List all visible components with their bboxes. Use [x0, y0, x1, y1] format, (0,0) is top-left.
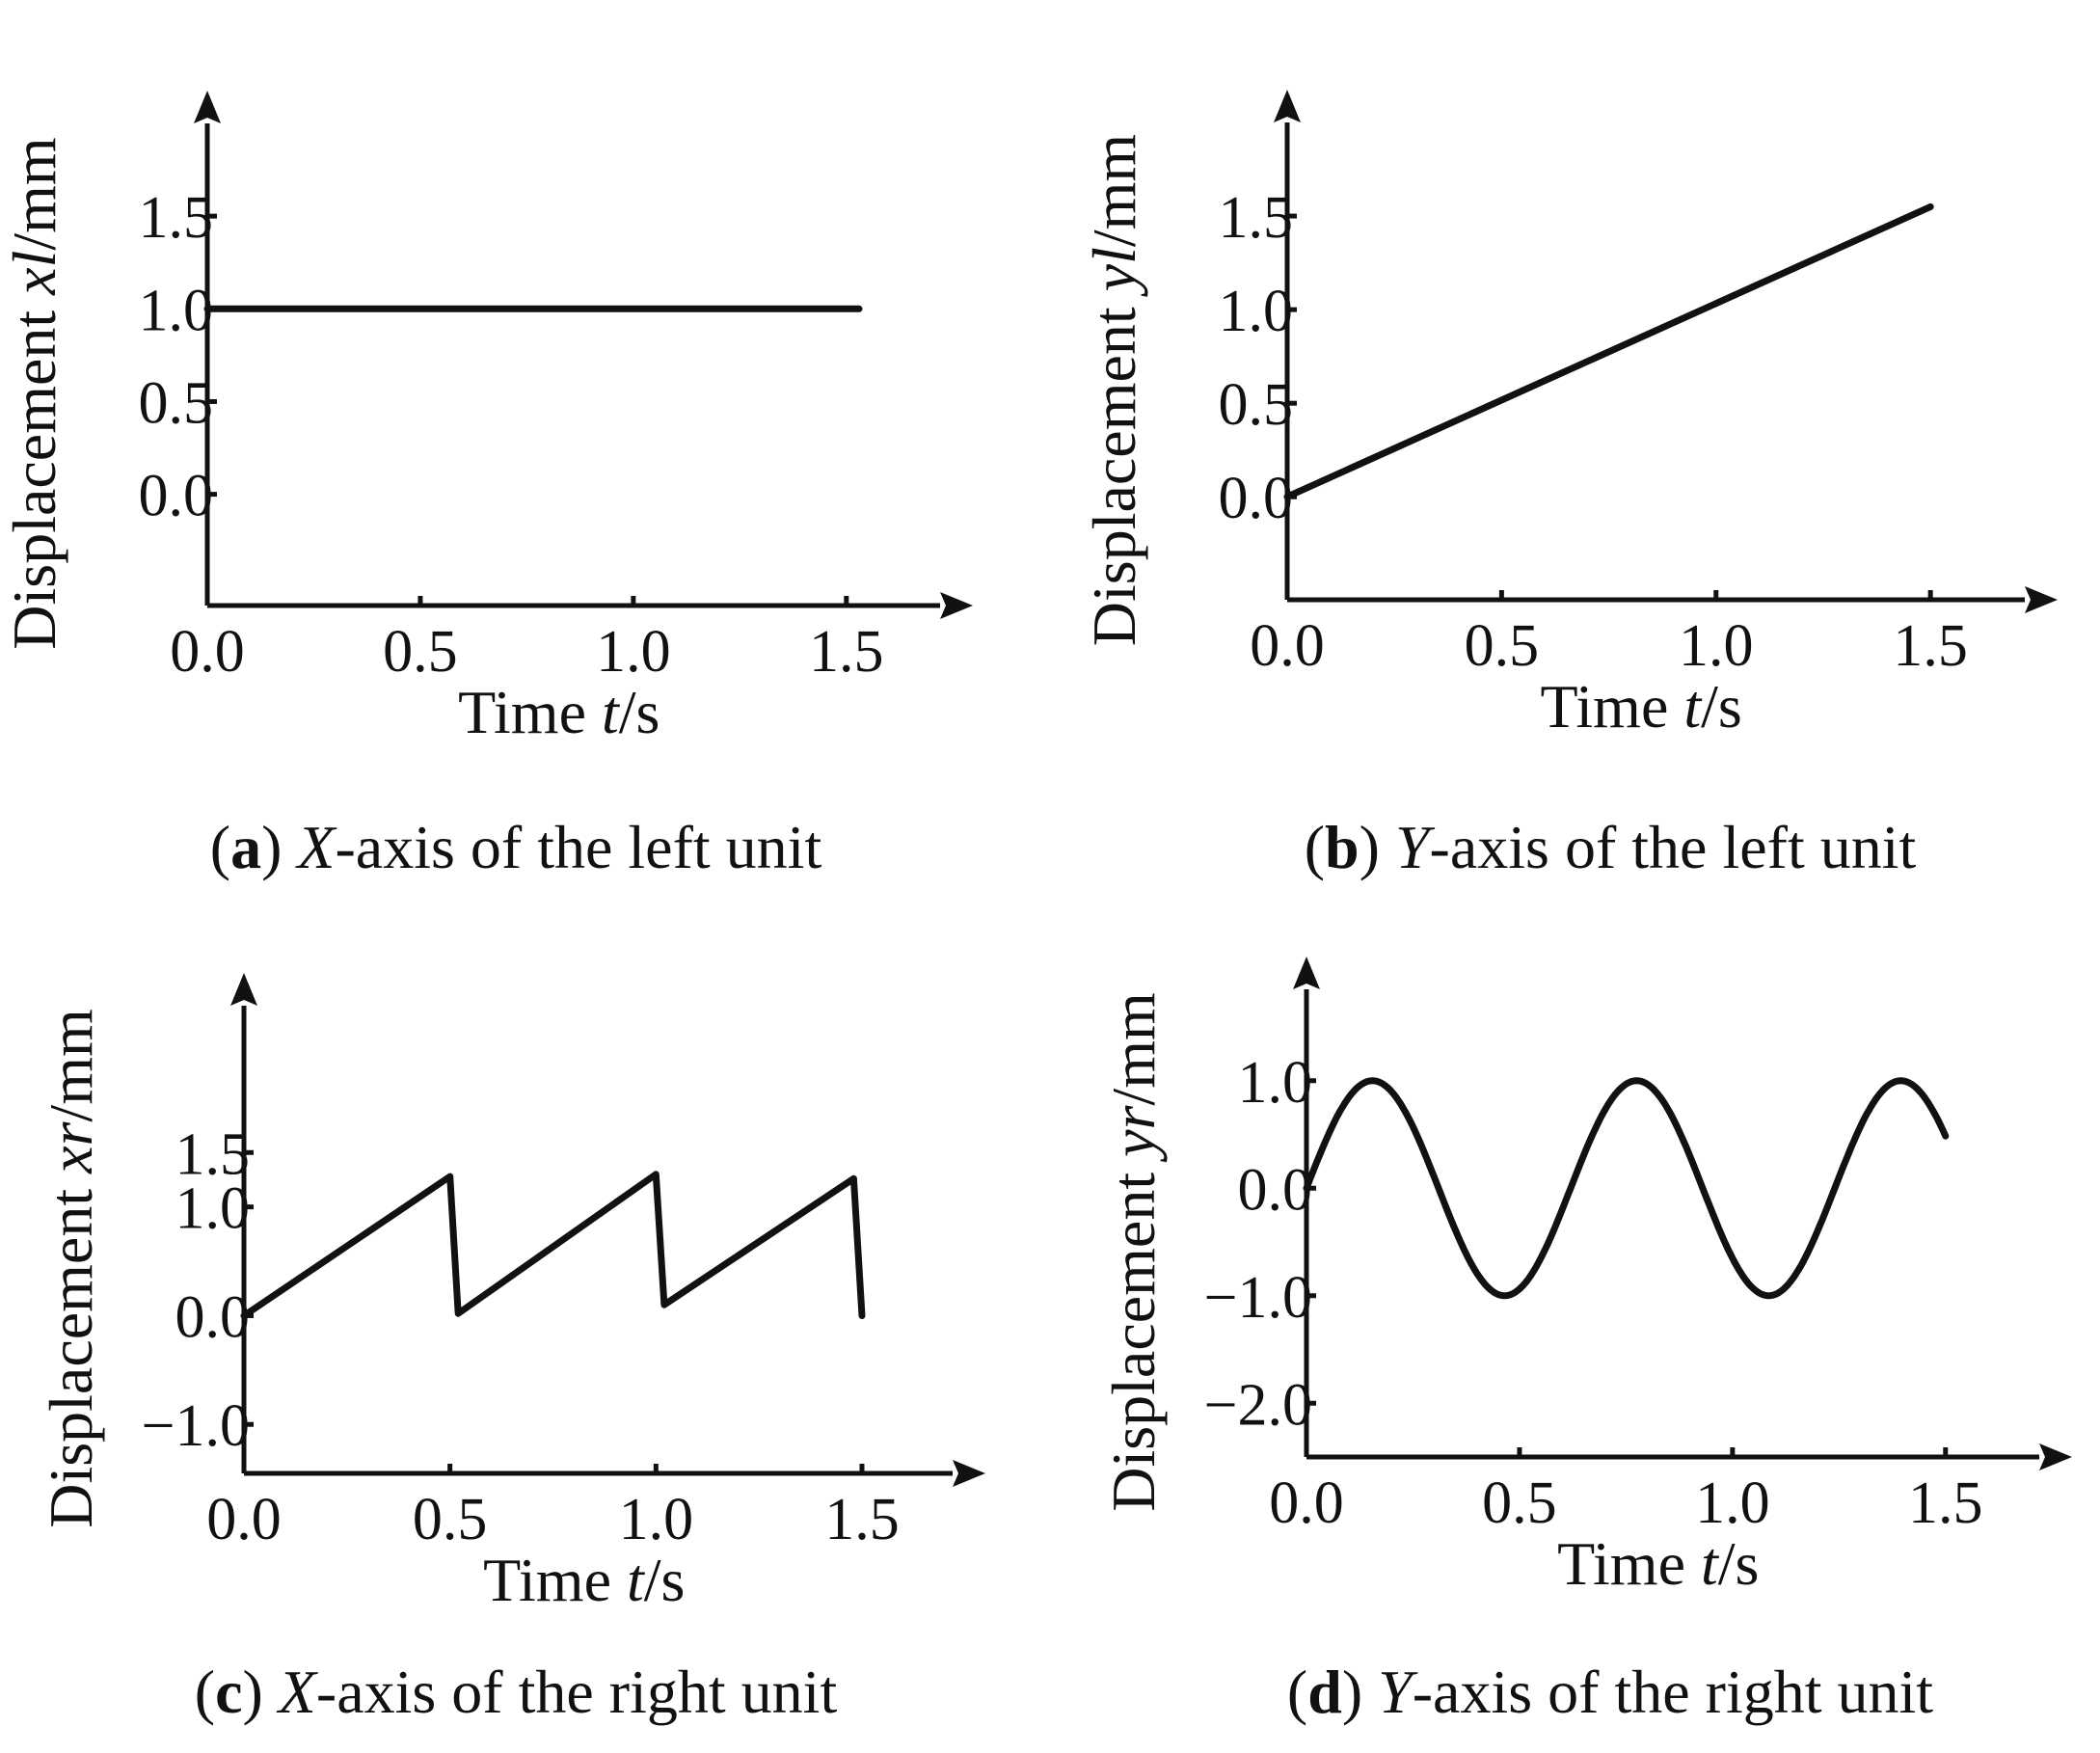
- y-axis-arrow: [230, 973, 257, 1006]
- caption-d-text: -axis of the right unit: [1412, 1658, 1934, 1726]
- y-axis-label: Displacement xr/mm: [37, 1009, 105, 1528]
- series-line-yl: [1283, 202, 1934, 500]
- y-axis-label: Displacement yl/mm: [1080, 134, 1148, 646]
- y-axis-arrow: [194, 91, 221, 123]
- x-axis-label-var: t: [602, 678, 621, 746]
- y-tick-label: −1.0: [142, 1393, 250, 1459]
- x-axis-label-part: /s: [1718, 1529, 1760, 1598]
- y-tick-label: 1.0: [1219, 279, 1294, 344]
- x-axis-label-var: t: [1701, 1529, 1720, 1598]
- y-tick-label: 0.0: [175, 1284, 251, 1350]
- x-axis-arrow: [2039, 1443, 2072, 1470]
- y-tick-label: 0.0: [139, 464, 214, 529]
- caption-d-letter: d: [1307, 1658, 1342, 1726]
- y-tick-label: 1.0: [139, 278, 214, 343]
- x-tick-label: 0.0: [1269, 1470, 1344, 1536]
- caption-c: (c) X-axis of the right unit: [194, 1658, 838, 1726]
- chart-panel-a: 0.0 0.5 1.0 1.5 0.0 0.5 1.0 1.5 Time t/s Displace…: [0, 91, 973, 746]
- x-axis-arrow: [2025, 586, 2058, 613]
- y-tick-label: 1.5: [1219, 185, 1294, 251]
- caption-b: (b) Y-axis of the left unit: [1304, 813, 1917, 881]
- y-axis-label: Displacement yr/mm: [1099, 992, 1168, 1512]
- x-axis-label-part: Time: [458, 678, 602, 746]
- y-axis-label-var: yr: [1099, 1104, 1168, 1162]
- y-tick-label: −2.0: [1204, 1372, 1312, 1438]
- y-axis-label-part: /mm: [1080, 134, 1148, 247]
- y-tick-label: 1.5: [139, 185, 214, 251]
- series-line-yr: [1303, 1077, 1950, 1300]
- x-axis-label-part: /s: [644, 1546, 686, 1614]
- x-axis-label-part: Time: [483, 1546, 627, 1614]
- x-axis-arrow: [953, 1460, 985, 1487]
- x-axis-label-var: t: [1683, 672, 1703, 741]
- caption-c-text: -axis of the right unit: [315, 1658, 838, 1726]
- y-axis-label-var: xr: [37, 1120, 105, 1173]
- x-tick-label: 1.5: [824, 1487, 900, 1552]
- x-tick-label: 0.5: [383, 619, 458, 685]
- caption-a-axis: X: [297, 813, 336, 881]
- y-axis-arrow: [1293, 957, 1320, 989]
- x-axis-label-part: /s: [1701, 672, 1742, 741]
- caption-c-axis: X: [278, 1658, 316, 1726]
- x-axis-label: Time t/s: [1541, 672, 1742, 741]
- caption-a: (a) X-axis of the left unit: [209, 813, 822, 881]
- x-tick-label: 1.0: [1695, 1470, 1770, 1536]
- y-tick-label: 1.0: [175, 1176, 251, 1242]
- x-tick-label: 1.0: [596, 619, 671, 685]
- x-tick-label: 0.5: [1465, 613, 1540, 679]
- x-tick-label: 1.5: [1908, 1470, 1983, 1536]
- caption-a-letter: a: [230, 813, 262, 881]
- y-tick-label: 0.0: [1238, 1157, 1313, 1223]
- x-axis-label-var: t: [627, 1546, 646, 1614]
- x-tick-label: 1.0: [619, 1487, 694, 1552]
- caption-b-axis: Y: [1394, 813, 1430, 881]
- caption-b-text: -axis of the left unit: [1429, 813, 1917, 881]
- y-axis-label-part: Displacement: [0, 295, 68, 650]
- x-axis-label-part: Time: [1557, 1529, 1701, 1598]
- caption-d-axis: Y: [1378, 1658, 1413, 1726]
- y-axis-label-part: /mm: [1099, 992, 1168, 1105]
- x-axis-label: Time t/s: [458, 678, 660, 746]
- caption-d: (d) Y-axis of the right unit: [1286, 1658, 1934, 1726]
- y-tick-label: 1.0: [1238, 1050, 1313, 1116]
- x-axis-label: Time t/s: [483, 1546, 685, 1614]
- x-axis-arrow: [940, 592, 973, 619]
- chart-panel-b: 0.0 0.5 1.0 1.5 0.0 0.5 1.0 1.5 Time t/s Displace…: [1080, 90, 2058, 741]
- y-tick-label: 0.5: [1219, 372, 1294, 438]
- y-axis-label-part: /mm: [37, 1009, 105, 1121]
- y-axis-label-part: Displacement: [1080, 291, 1148, 646]
- x-tick-label: 0.0: [170, 619, 245, 685]
- y-axis-label: Displacement xl/mm: [0, 137, 68, 649]
- x-axis-label: Time t/s: [1557, 1529, 1759, 1598]
- caption-c-letter: c: [215, 1658, 243, 1726]
- y-tick-label: 0.0: [1219, 466, 1294, 531]
- x-tick-label: 0.5: [1482, 1470, 1557, 1536]
- y-axis-label-var: xl: [0, 251, 68, 296]
- y-axis-label-part: Displacement: [37, 1173, 105, 1528]
- y-tick-label: −1.0: [1204, 1265, 1312, 1331]
- x-tick-label: 0.5: [413, 1487, 488, 1552]
- y-tick-label: 1.5: [175, 1121, 251, 1187]
- x-tick-label: 0.0: [1250, 613, 1325, 679]
- x-tick-label: 0.0: [206, 1487, 282, 1552]
- caption-a-text: -axis of the left unit: [335, 813, 822, 881]
- y-axis-label-part: Displacement: [1099, 1157, 1168, 1512]
- x-tick-label: 1.5: [1893, 613, 1968, 679]
- x-axis-label-part: /s: [619, 678, 660, 746]
- y-tick-label: 0.5: [139, 370, 214, 436]
- y-axis-label-part: /mm: [0, 137, 68, 250]
- x-axis-label-part: Time: [1541, 672, 1684, 741]
- series-line-xr: [240, 1171, 866, 1319]
- x-tick-label: 1.5: [809, 619, 884, 685]
- y-axis-arrow: [1274, 90, 1301, 122]
- y-axis-label-var: yl: [1080, 247, 1148, 297]
- x-tick-label: 1.0: [1679, 613, 1754, 679]
- caption-b-letter: b: [1325, 813, 1360, 881]
